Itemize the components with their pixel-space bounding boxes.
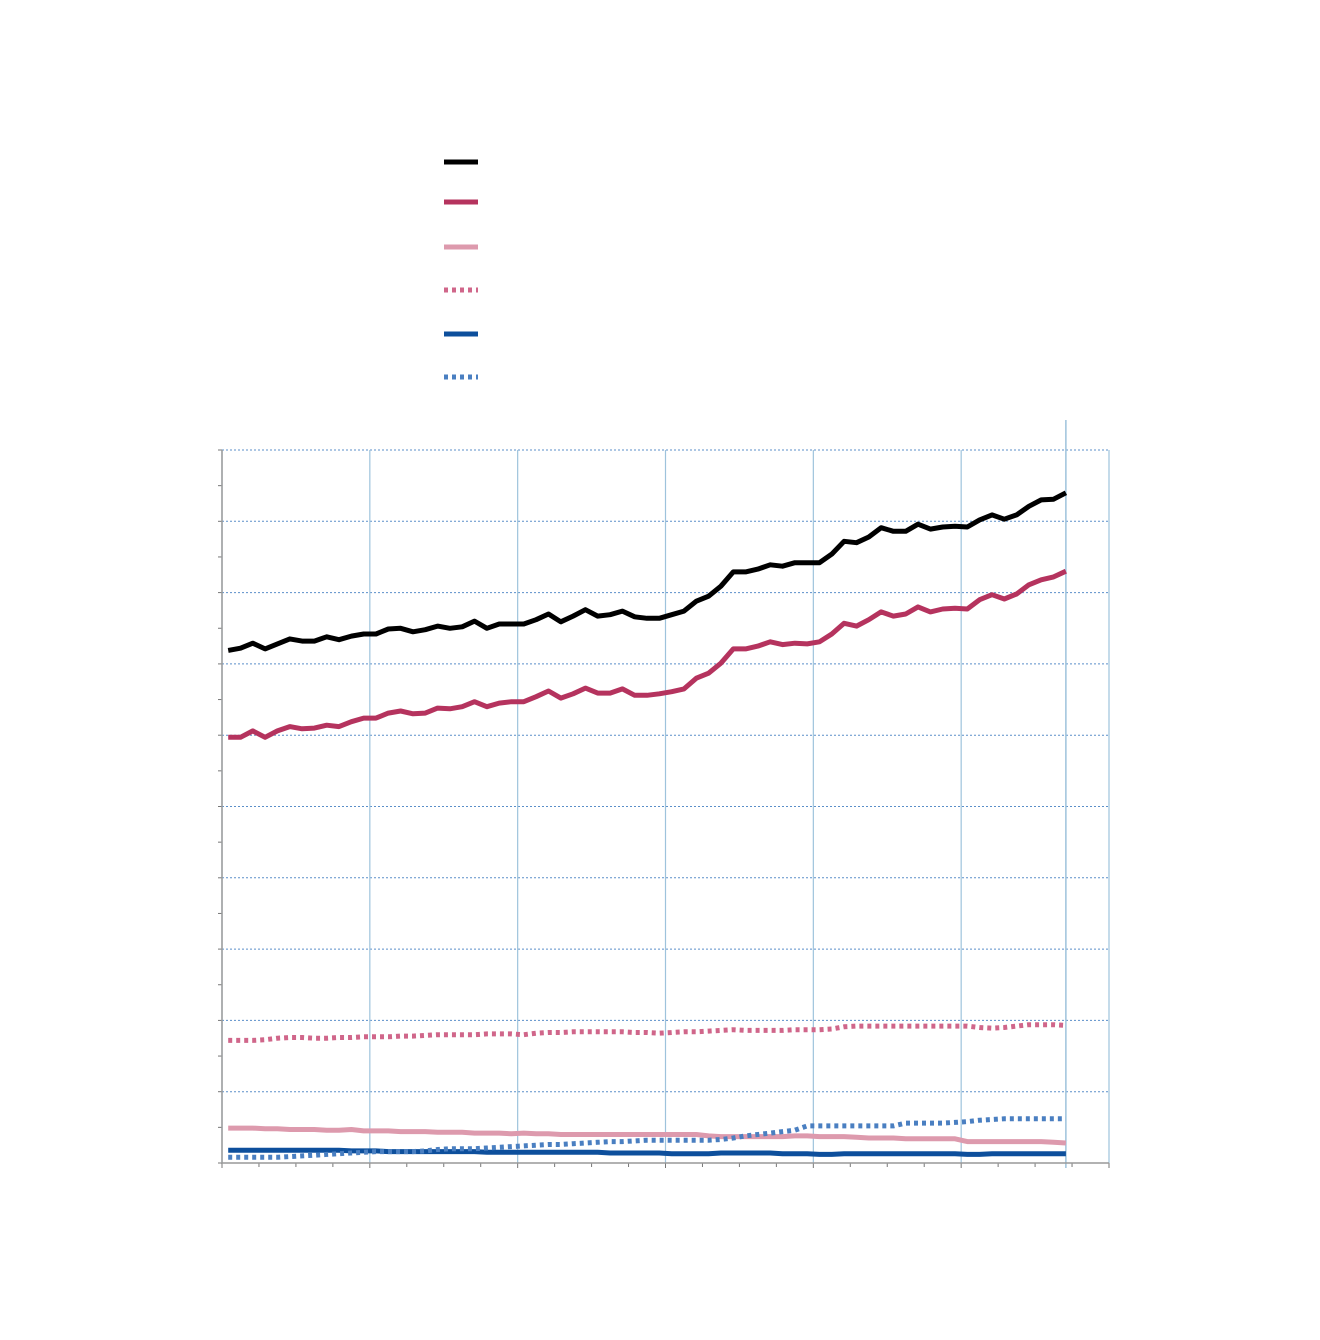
series-line — [228, 568, 1067, 740]
series-line — [228, 1022, 1067, 1043]
series-line — [228, 1116, 1066, 1160]
series-line — [228, 1147, 1066, 1157]
series-line — [228, 1125, 1067, 1146]
series-line — [227, 490, 1068, 653]
